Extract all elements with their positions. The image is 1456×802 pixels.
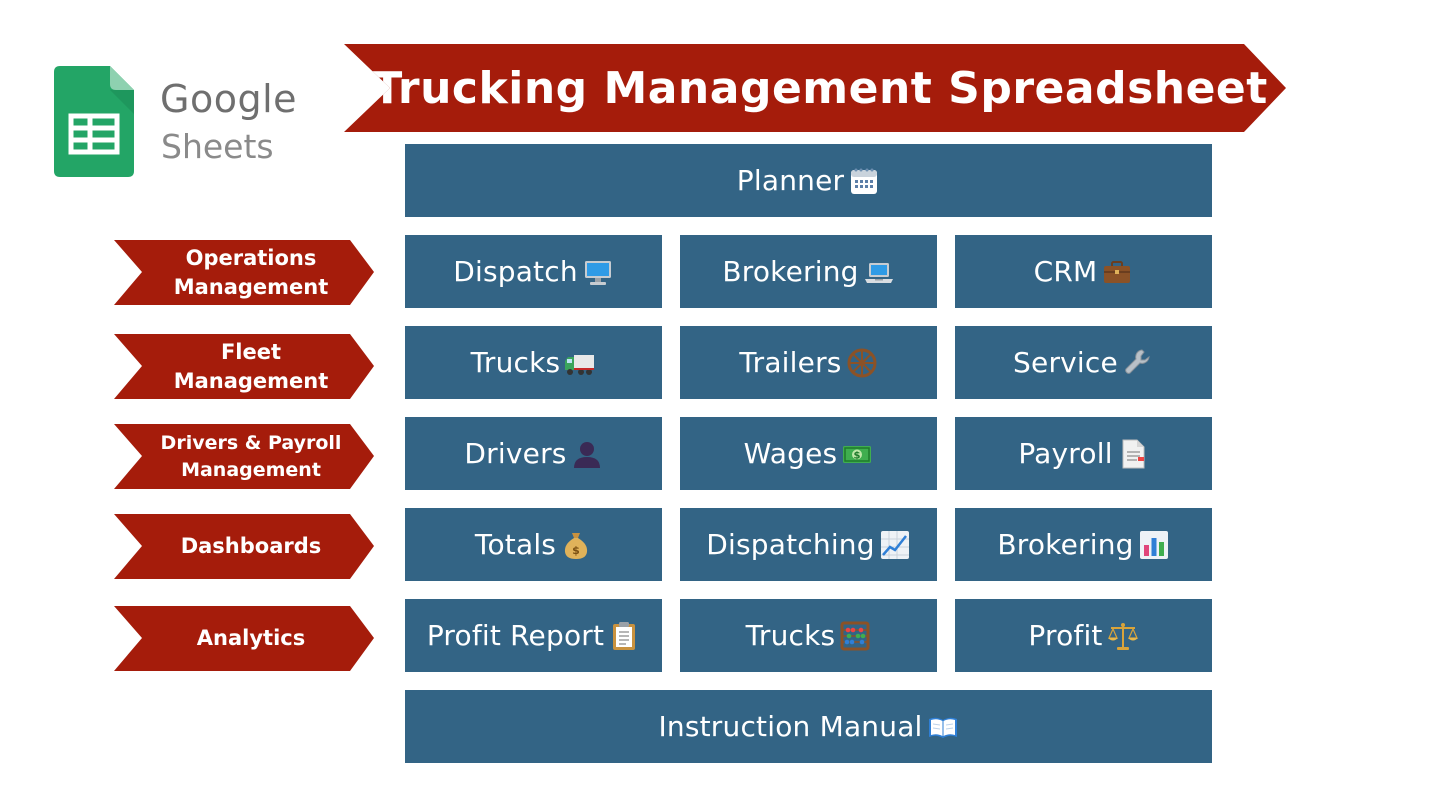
- dispatch-label: Dispatch: [453, 255, 578, 288]
- totals-label: Totals: [474, 528, 557, 561]
- category-label: Drivers & Payroll Management: [160, 431, 342, 481]
- page-title: Trucking Management Spreadsheet: [372, 62, 1268, 114]
- line-chart-icon: [879, 529, 911, 561]
- category-dashboards: Dashboards: [114, 514, 374, 579]
- delivery-truck-icon: [564, 347, 596, 379]
- brokering-label: Brokering: [722, 255, 859, 288]
- category-label: Operations Management: [173, 245, 329, 299]
- brokering-dashboard-button[interactable]: Brokering: [955, 508, 1212, 581]
- open-book-icon: [927, 711, 959, 743]
- wages-label: Wages: [743, 437, 838, 470]
- wheel-icon: [846, 347, 878, 379]
- profit-report-label: Profit Report: [426, 619, 605, 652]
- profit-report-button[interactable]: Profit Report: [405, 599, 662, 672]
- trucks-button[interactable]: Trucks: [405, 326, 662, 399]
- drivers-label: Drivers: [464, 437, 567, 470]
- laptop-icon: [863, 256, 895, 288]
- bar-chart-icon: [1138, 529, 1170, 561]
- svg-text:$: $: [854, 450, 861, 461]
- crm-button[interactable]: CRM: [955, 235, 1212, 308]
- brokering-button[interactable]: Brokering: [680, 235, 937, 308]
- logo-google-text: Google: [160, 77, 298, 121]
- category-drivers-payroll-management: Drivers & Payroll Management: [114, 424, 374, 489]
- instruction-manual-label: Instruction Manual: [658, 710, 923, 743]
- google-sheets-icon: [54, 66, 134, 177]
- wrench-icon: [1122, 347, 1154, 379]
- trucks-label: Trucks: [470, 346, 561, 379]
- abacus-icon: [839, 620, 871, 652]
- service-label: Service: [1013, 346, 1118, 379]
- trailers-label: Trailers: [739, 346, 842, 379]
- calendar-icon: [848, 165, 880, 197]
- money-bag-icon: $: [560, 529, 592, 561]
- svg-text:$: $: [572, 544, 580, 557]
- payroll-button[interactable]: Payroll: [955, 417, 1212, 490]
- service-button[interactable]: Service: [955, 326, 1212, 399]
- category-analytics: Analytics: [114, 606, 374, 671]
- planner-label: Planner: [736, 164, 845, 197]
- document-icon: [1117, 438, 1149, 470]
- dispatching-label: Dispatching: [706, 528, 875, 561]
- instruction-manual-button[interactable]: Instruction Manual: [405, 690, 1212, 763]
- profit-button[interactable]: Profit: [955, 599, 1212, 672]
- dispatching-button[interactable]: Dispatching: [680, 508, 937, 581]
- briefcase-icon: [1101, 256, 1133, 288]
- dispatch-button[interactable]: Dispatch: [405, 235, 662, 308]
- brokering-dashboard-label: Brokering: [997, 528, 1134, 561]
- dollar-banknote-icon: $: [841, 438, 873, 470]
- category-label: Dashboards: [180, 534, 322, 558]
- person-silhouette-icon: [571, 438, 603, 470]
- category-label: Fleet Management: [173, 339, 329, 393]
- profit-label: Profit: [1028, 619, 1103, 652]
- payroll-label: Payroll: [1018, 437, 1113, 470]
- crm-label: CRM: [1033, 255, 1098, 288]
- trucks-analytics-button[interactable]: Trucks: [680, 599, 937, 672]
- title-banner: Trucking Management Spreadsheet: [344, 44, 1286, 132]
- trailers-button[interactable]: Trailers: [680, 326, 937, 399]
- clipboard-icon: [608, 620, 640, 652]
- category-fleet-management: Fleet Management: [114, 334, 374, 399]
- balance-scale-icon: [1107, 620, 1139, 652]
- logo-sheets-text: Sheets: [161, 127, 274, 166]
- totals-button[interactable]: Totals $: [405, 508, 662, 581]
- planner-button[interactable]: Planner: [405, 144, 1212, 217]
- category-label: Analytics: [196, 626, 306, 650]
- category-operations-management: Operations Management: [114, 240, 374, 305]
- wages-button[interactable]: Wages $: [680, 417, 937, 490]
- desktop-computer-icon: [582, 256, 614, 288]
- drivers-button[interactable]: Drivers: [405, 417, 662, 490]
- trucks-analytics-label: Trucks: [745, 619, 836, 652]
